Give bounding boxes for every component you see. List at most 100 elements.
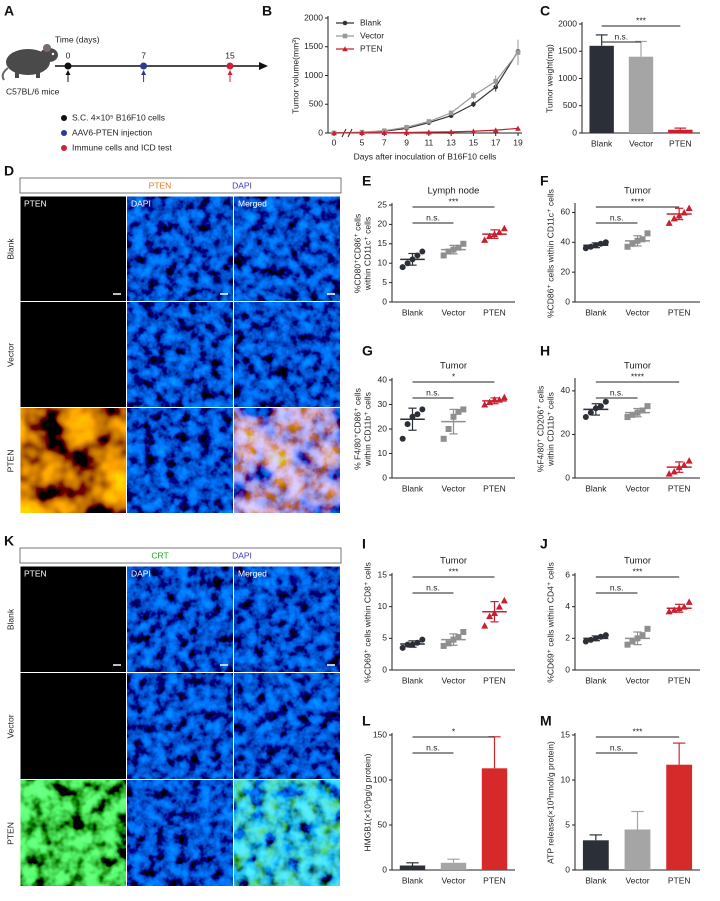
marker xyxy=(381,129,388,136)
marker xyxy=(342,46,348,52)
y-axis-label: ATP release(×10³nmol/g protein) xyxy=(545,741,555,864)
stain-image xyxy=(234,408,340,513)
marker xyxy=(445,248,452,255)
chart-title: Tumor xyxy=(624,556,651,567)
x-tick-label: 11 xyxy=(424,137,433,147)
y-tick-label: 1500 xyxy=(304,41,323,51)
x-tick-label: Blank xyxy=(591,138,613,148)
chart-title: Tumor xyxy=(440,361,467,372)
row-label: Blank xyxy=(5,608,15,630)
image-header xyxy=(19,177,342,194)
x-tick-label: Blank xyxy=(402,307,424,317)
stain-image xyxy=(20,780,126,886)
time-label: Time (days) xyxy=(55,34,100,44)
marker xyxy=(426,129,432,135)
x-tick-label: Vector xyxy=(625,675,649,685)
marker xyxy=(455,408,462,415)
panel-letter: L xyxy=(362,713,371,729)
marker xyxy=(399,264,406,271)
significance-label: * xyxy=(452,371,456,381)
y-tick-label: 0 xyxy=(382,472,387,482)
marker xyxy=(582,245,589,252)
y-axis-label: %CD80⁺CD86⁺ cells xyxy=(352,214,362,293)
y-tick-label: 6 xyxy=(565,569,570,579)
bar xyxy=(399,865,426,870)
marker xyxy=(629,411,636,418)
x-tick-label: Vector xyxy=(441,675,465,685)
x-tick-label: 15 xyxy=(469,137,479,147)
y-tick-label: 25 xyxy=(378,199,388,209)
y-tick-label: 10 xyxy=(378,601,388,611)
x-tick-label: Vector xyxy=(441,483,465,493)
marker xyxy=(460,629,467,635)
y-tick-label: 5 xyxy=(382,633,387,643)
y-tick-label: 2000 xyxy=(304,12,323,22)
y-axis-label: within CD11b⁺ cells xyxy=(362,392,372,467)
day-arrow-head xyxy=(141,70,147,75)
y-tick-label: 0 xyxy=(565,864,570,874)
x-tick-label: PTEN xyxy=(483,307,506,317)
marker xyxy=(486,612,494,620)
significance-label: * xyxy=(452,726,456,736)
significance-label: n.s. xyxy=(610,212,624,222)
row-label: Blank xyxy=(5,238,15,260)
marker xyxy=(471,93,476,98)
marker xyxy=(342,20,348,26)
x-tick-label: 19 xyxy=(513,137,523,147)
marker xyxy=(629,240,636,247)
day-dot xyxy=(64,62,72,70)
day-dot xyxy=(140,62,148,70)
marker xyxy=(419,406,426,413)
marker xyxy=(342,33,348,39)
chart-title: Lymph node xyxy=(428,186,480,197)
y-tick-label: 2 xyxy=(565,633,570,643)
marker xyxy=(587,409,594,416)
y-tick-label: 0 xyxy=(318,127,323,137)
x-tick-label: 13 xyxy=(446,137,456,147)
day-label: 7 xyxy=(141,50,146,60)
bar xyxy=(624,829,651,870)
significance-label: n.s. xyxy=(426,742,440,752)
marker xyxy=(419,636,426,643)
marker xyxy=(404,421,411,428)
marker xyxy=(414,411,421,418)
y-tick-label: 1500 xyxy=(558,46,577,56)
x-tick-label: Blank xyxy=(402,675,424,685)
marker xyxy=(639,407,646,414)
dapi-image xyxy=(234,302,340,407)
column-label: Merged xyxy=(238,568,267,578)
legend-text: AAV6-PTEN injection xyxy=(72,127,152,137)
marker xyxy=(460,240,467,247)
image-bg xyxy=(20,566,126,672)
marker xyxy=(419,248,426,255)
y-tick-label: 5 xyxy=(565,819,570,829)
y-tick-label: 20 xyxy=(378,219,388,229)
x-tick-label: PTEN xyxy=(483,875,506,885)
significance-label: **** xyxy=(631,371,645,381)
significance-label: *** xyxy=(633,726,644,736)
significance-label: n.s. xyxy=(426,387,440,397)
x-tick-label: Vector xyxy=(441,307,465,317)
timeline-arrow xyxy=(259,62,268,70)
x-tick-label: 17 xyxy=(491,137,501,147)
marker xyxy=(602,239,609,246)
marker xyxy=(644,625,651,632)
y-tick-label: 1000 xyxy=(558,73,577,83)
header-stain: PTEN xyxy=(149,180,172,190)
marker xyxy=(440,435,447,442)
y-tick-label: 0 xyxy=(572,127,577,137)
significance-label: n.s. xyxy=(426,212,440,222)
image-frame xyxy=(19,565,342,888)
y-axis-label: % F4/80⁺CD86⁺ cells xyxy=(352,388,362,470)
marker xyxy=(624,414,631,421)
day-arrow-head xyxy=(227,70,233,75)
row-label: PTEN xyxy=(5,450,15,473)
y-tick-label: 2000 xyxy=(558,18,577,28)
marker xyxy=(680,461,688,468)
marker xyxy=(359,129,365,136)
y-tick-label: 15 xyxy=(378,238,388,248)
y-tick-label: 500 xyxy=(563,100,577,110)
marker xyxy=(644,403,651,410)
marker xyxy=(597,403,604,410)
